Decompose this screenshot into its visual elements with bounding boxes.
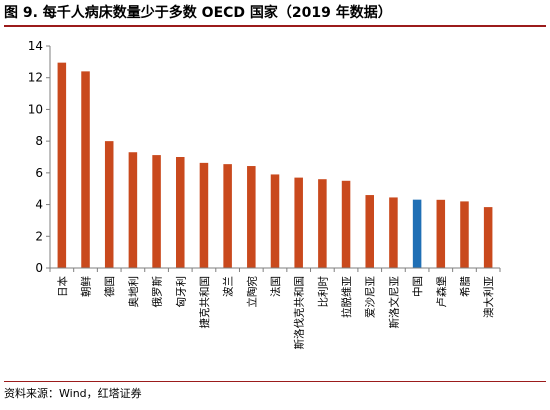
y-tick-label: 0 bbox=[35, 261, 43, 275]
bar bbox=[104, 141, 114, 268]
source-rule bbox=[4, 381, 546, 382]
x-category-label: 希腊 bbox=[458, 276, 471, 297]
y-tick-label: 2 bbox=[35, 229, 43, 243]
y-axis: 0 2 4 6 8 10 12 14 bbox=[28, 39, 51, 275]
bar bbox=[389, 197, 398, 268]
x-category-label: 比利时 bbox=[316, 276, 329, 308]
bar bbox=[57, 62, 67, 269]
bar bbox=[270, 174, 280, 268]
bar bbox=[365, 195, 374, 268]
x-category-label: 拉脱维亚 bbox=[340, 276, 353, 318]
y-tick-label: 6 bbox=[35, 166, 43, 180]
x-category-label: 波兰 bbox=[222, 276, 235, 297]
x-category-label: 捷克共和国 bbox=[198, 276, 211, 329]
figure-title: 图 9. 每千人病床数量少于多数 OECD 国家（2019 年数据） bbox=[4, 5, 392, 21]
bar bbox=[152, 155, 161, 268]
x-category-label: 立陶宛 bbox=[245, 276, 258, 308]
bar bbox=[247, 166, 256, 268]
bar-highlight bbox=[412, 199, 422, 268]
x-category-label: 奥地利 bbox=[127, 276, 140, 308]
y-tick-label: 8 bbox=[35, 134, 43, 148]
x-category-label: 澳大利亚 bbox=[482, 276, 495, 318]
x-category-label: 斯洛伐克共和国 bbox=[293, 276, 306, 350]
bar bbox=[128, 152, 138, 268]
y-tick-label: 14 bbox=[28, 39, 43, 53]
bar bbox=[483, 207, 493, 268]
bars bbox=[57, 62, 493, 269]
bar-chart: 02468101214 日本 朝鲜 德国 奥地利 俄罗斯 匈牙利 捷克共和国 波兰 立陶宛 法国斯… bbox=[28, 39, 501, 350]
bar bbox=[341, 180, 351, 268]
x-category-label: 卢森堡 bbox=[435, 276, 448, 308]
x-axis bbox=[49, 267, 501, 272]
x-category-label: 斯洛文尼亚 bbox=[387, 276, 400, 329]
bar bbox=[318, 179, 327, 268]
y-tick-label: 12 bbox=[28, 71, 43, 85]
category-labels: 日本 朝鲜 德国 奥地利 俄罗斯 匈牙利 捷克共和国 波兰 立陶宛 法国 斯洛伐克共和国 比利时 拉脱维… bbox=[56, 276, 495, 350]
bar bbox=[460, 201, 469, 268]
x-category-label: 匈牙利 bbox=[174, 276, 187, 308]
bar bbox=[81, 71, 90, 268]
bar bbox=[294, 177, 303, 268]
bar bbox=[176, 157, 185, 268]
x-category-label: 俄罗斯 bbox=[151, 276, 164, 308]
y-tick-label: 10 bbox=[28, 102, 43, 116]
bar bbox=[199, 162, 209, 268]
x-category-label: 德国 bbox=[103, 276, 116, 297]
bar bbox=[223, 164, 232, 268]
x-category-label: 朝鲜 bbox=[80, 276, 93, 297]
title-underline bbox=[4, 25, 546, 27]
x-category-label: 法国 bbox=[269, 276, 282, 297]
y-tick-label: 4 bbox=[35, 198, 43, 212]
x-category-label: 爱沙尼亚 bbox=[364, 276, 377, 318]
figure-source: 资料来源：Wind，红塔证券 bbox=[4, 387, 142, 400]
bar bbox=[436, 199, 446, 268]
x-category-label: 中国 bbox=[411, 276, 424, 297]
x-category-label: 日本 bbox=[56, 276, 69, 297]
